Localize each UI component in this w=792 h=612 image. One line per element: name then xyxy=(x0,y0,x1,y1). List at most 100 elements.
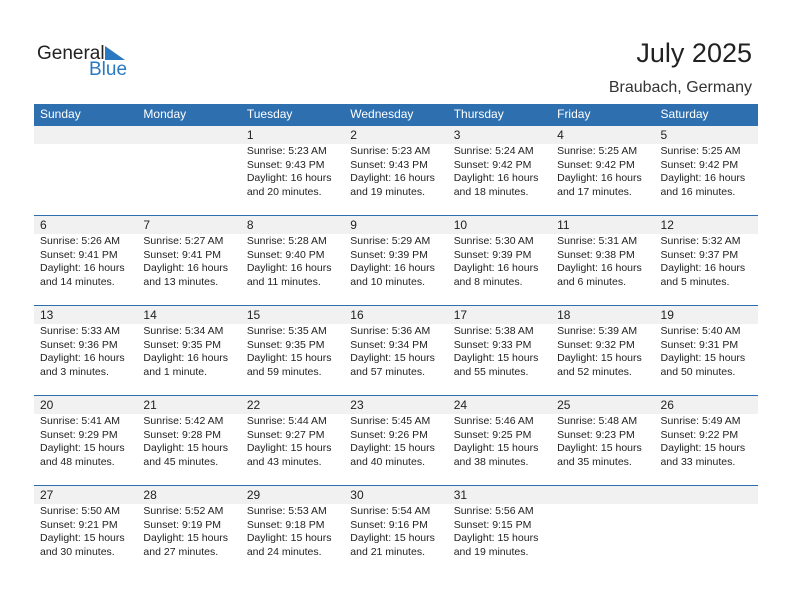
sunset-text: Sunset: 9:39 PM xyxy=(453,248,532,261)
sunset-text: Sunset: 9:32 PM xyxy=(557,338,635,351)
day-cell: 7 Sunrise: 5:27 AM Sunset: 9:41 PM Daylight… xyxy=(137,216,241,305)
sunset-text: Sunset: 9:22 PM xyxy=(660,428,739,441)
day-number: 30 xyxy=(344,486,448,504)
week-row: 27 Sunrise: 5:50 AM Sunset: 9:21 PM Dayligh… xyxy=(34,485,758,575)
sunset-text: Sunset: 9:34 PM xyxy=(350,338,428,351)
sun-info: Sunrise: 5:35 AM Sunset: 9:35 PM Daylight:… xyxy=(241,325,344,379)
day-cell: 12 Sunrise: 5:32 AM Sunset: 9:37 PM Dayligh… xyxy=(654,216,758,305)
sunset-text: Sunset: 9:43 PM xyxy=(350,158,428,171)
daylight-text: Daylight: 16 hours xyxy=(246,172,332,184)
day-cell: 15 Sunrise: 5:35 AM Sunset: 9:35 PM Dayligh… xyxy=(240,306,345,395)
sunrise-text: Sunrise: 5:56 AM xyxy=(453,505,534,517)
logo-word-general: General xyxy=(37,43,105,64)
day-number: 14 xyxy=(137,306,241,324)
day-cell: 26 Sunrise: 5:49 AM Sunset: 9:22 PM Dayligh… xyxy=(654,396,758,485)
daylight-text: Daylight: 16 hours xyxy=(557,172,642,184)
day-cell: 30 Sunrise: 5:54 AM Sunset: 9:16 PM Dayligh… xyxy=(344,486,448,575)
daylight-text: Daylight: 16 hours xyxy=(350,172,435,184)
sunrise-text: Sunrise: 5:45 AM xyxy=(350,415,431,427)
sunset-text: Sunset: 9:42 PM xyxy=(557,158,635,171)
day-cell: 14 Sunrise: 5:34 AM Sunset: 9:35 PM Dayligh… xyxy=(137,306,241,395)
daylight-text: Daylight: 16 hours xyxy=(557,262,642,274)
sun-info: Sunrise: 5:46 AM Sunset: 9:25 PM Daylight:… xyxy=(448,415,551,469)
day-number: 27 xyxy=(34,486,138,504)
daylight-text: and 3 minutes. xyxy=(40,365,109,378)
sunrise-text: Sunrise: 5:30 AM xyxy=(453,235,534,247)
daylight-text: Daylight: 15 hours xyxy=(557,352,642,364)
day-cell: 20 Sunrise: 5:41 AM Sunset: 9:29 PM Dayligh… xyxy=(34,396,138,485)
day-cell: 3 Sunrise: 5:24 AM Sunset: 9:42 PM Daylight… xyxy=(447,126,552,215)
sunset-text: Sunset: 9:37 PM xyxy=(660,248,739,261)
sunrise-text: Sunrise: 5:27 AM xyxy=(143,235,224,247)
sunrise-text: Sunrise: 5:42 AM xyxy=(143,415,224,427)
week-row: 6 Sunrise: 5:26 AM Sunset: 9:41 PM Daylight… xyxy=(34,215,758,305)
weekday-wednesday: Wednesday xyxy=(350,107,414,121)
sun-info: Sunrise: 5:41 AM Sunset: 9:29 PM Daylight:… xyxy=(34,415,137,469)
weekday-sunday: Sunday xyxy=(40,107,81,121)
sunset-text: Sunset: 9:16 PM xyxy=(350,518,428,531)
day-number: 10 xyxy=(447,216,552,234)
sunrise-text: Sunrise: 5:29 AM xyxy=(350,235,431,247)
day-cell: 29 Sunrise: 5:53 AM Sunset: 9:18 PM Dayligh… xyxy=(240,486,345,575)
daylight-text: Daylight: 16 hours xyxy=(660,262,746,274)
day-cell: 9 Sunrise: 5:29 AM Sunset: 9:39 PM Daylight… xyxy=(344,216,448,305)
sun-info: Sunrise: 5:49 AM Sunset: 9:22 PM Daylight:… xyxy=(655,415,758,469)
day-cell: 8 Sunrise: 5:28 AM Sunset: 9:40 PM Daylight… xyxy=(240,216,345,305)
sunset-text: Sunset: 9:23 PM xyxy=(557,428,635,441)
sunrise-text: Sunrise: 5:39 AM xyxy=(557,325,638,337)
daylight-text: Daylight: 15 hours xyxy=(143,442,229,454)
sun-info: Sunrise: 5:28 AM Sunset: 9:40 PM Daylight:… xyxy=(241,235,344,289)
day-number: 12 xyxy=(654,216,758,234)
daylight-text: and 19 minutes. xyxy=(453,545,529,558)
daylight-text: and 38 minutes. xyxy=(453,455,529,468)
sunrise-text: Sunrise: 5:50 AM xyxy=(40,505,120,517)
day-number xyxy=(654,486,758,504)
sunset-text: Sunset: 9:41 PM xyxy=(143,248,222,261)
sun-info: Sunrise: 5:50 AM Sunset: 9:21 PM Daylight:… xyxy=(34,505,137,559)
sunrise-text: Sunrise: 5:38 AM xyxy=(453,325,534,337)
daylight-text: Daylight: 15 hours xyxy=(40,532,125,544)
daylight-text: and 35 minutes. xyxy=(557,455,632,468)
weekday-tuesday: Tuesday xyxy=(246,107,293,121)
sun-info: Sunrise: 5:26 AM Sunset: 9:41 PM Daylight:… xyxy=(34,235,137,289)
sun-info: Sunrise: 5:54 AM Sunset: 9:16 PM Daylight:… xyxy=(344,505,447,559)
day-cell: 24 Sunrise: 5:46 AM Sunset: 9:25 PM Dayligh… xyxy=(447,396,552,485)
sunset-text: Sunset: 9:28 PM xyxy=(143,428,222,441)
day-number: 15 xyxy=(240,306,345,324)
sun-info: Sunrise: 5:33 AM Sunset: 9:36 PM Daylight:… xyxy=(34,325,137,379)
sunrise-text: Sunrise: 5:52 AM xyxy=(143,505,224,517)
daylight-text: and 27 minutes. xyxy=(143,545,219,558)
day-number: 5 xyxy=(654,126,758,144)
empty-cell xyxy=(654,486,758,575)
daylight-text: and 43 minutes. xyxy=(246,455,322,468)
day-number: 23 xyxy=(344,396,448,414)
daylight-text: and 18 minutes. xyxy=(453,185,529,198)
sunset-text: Sunset: 9:42 PM xyxy=(453,158,532,171)
sunrise-text: Sunrise: 5:35 AM xyxy=(246,325,327,337)
sunset-text: Sunset: 9:40 PM xyxy=(246,248,325,261)
sunrise-text: Sunrise: 5:41 AM xyxy=(40,415,120,427)
day-number: 1 xyxy=(240,126,345,144)
daylight-text: and 30 minutes. xyxy=(40,545,115,558)
day-number: 6 xyxy=(34,216,138,234)
daylight-text: and 59 minutes. xyxy=(246,365,322,378)
sun-info: Sunrise: 5:38 AM Sunset: 9:33 PM Daylight:… xyxy=(448,325,551,379)
sunrise-text: Sunrise: 5:54 AM xyxy=(350,505,431,517)
daylight-text: and 1 minute. xyxy=(143,365,208,378)
day-cell: 28 Sunrise: 5:52 AM Sunset: 9:19 PM Dayligh… xyxy=(137,486,241,575)
day-number: 19 xyxy=(654,306,758,324)
day-cell: 31 Sunrise: 5:56 AM Sunset: 9:15 PM Dayligh… xyxy=(447,486,552,575)
empty-cell xyxy=(551,486,655,575)
day-number xyxy=(137,126,241,144)
daylight-text: and 45 minutes. xyxy=(143,455,219,468)
sun-info: Sunrise: 5:40 AM Sunset: 9:31 PM Daylight:… xyxy=(655,325,758,379)
sunset-text: Sunset: 9:31 PM xyxy=(660,338,739,351)
sun-info: Sunrise: 5:48 AM Sunset: 9:23 PM Daylight:… xyxy=(551,415,654,469)
day-number: 31 xyxy=(447,486,552,504)
day-number: 25 xyxy=(551,396,655,414)
week-row: 13 Sunrise: 5:33 AM Sunset: 9:36 PM Dayligh… xyxy=(34,305,758,395)
day-cell: 6 Sunrise: 5:26 AM Sunset: 9:41 PM Daylight… xyxy=(34,216,138,305)
day-number: 16 xyxy=(344,306,448,324)
logo-word-blue: Blue xyxy=(89,59,128,80)
sunset-text: Sunset: 9:35 PM xyxy=(143,338,222,351)
